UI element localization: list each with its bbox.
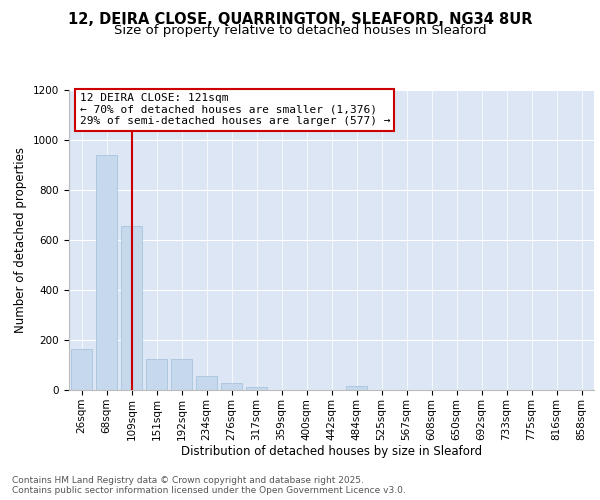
Bar <box>171 359 192 390</box>
Bar <box>71 349 92 390</box>
X-axis label: Distribution of detached houses by size in Sleaford: Distribution of detached houses by size … <box>181 446 482 458</box>
Y-axis label: Number of detached properties: Number of detached properties <box>14 147 28 333</box>
Bar <box>196 376 217 390</box>
Text: Contains HM Land Registry data © Crown copyright and database right 2025.: Contains HM Land Registry data © Crown c… <box>12 476 364 485</box>
Text: Size of property relative to detached houses in Sleaford: Size of property relative to detached ho… <box>113 24 487 37</box>
Bar <box>121 226 142 390</box>
Text: 12 DEIRA CLOSE: 121sqm
← 70% of detached houses are smaller (1,376)
29% of semi-: 12 DEIRA CLOSE: 121sqm ← 70% of detached… <box>79 93 390 126</box>
Bar <box>221 383 242 390</box>
Bar <box>96 155 117 390</box>
Bar <box>346 386 367 390</box>
Bar <box>146 359 167 390</box>
Text: 12, DEIRA CLOSE, QUARRINGTON, SLEAFORD, NG34 8UR: 12, DEIRA CLOSE, QUARRINGTON, SLEAFORD, … <box>68 12 532 28</box>
Bar <box>246 387 267 390</box>
Text: Contains public sector information licensed under the Open Government Licence v3: Contains public sector information licen… <box>12 486 406 495</box>
